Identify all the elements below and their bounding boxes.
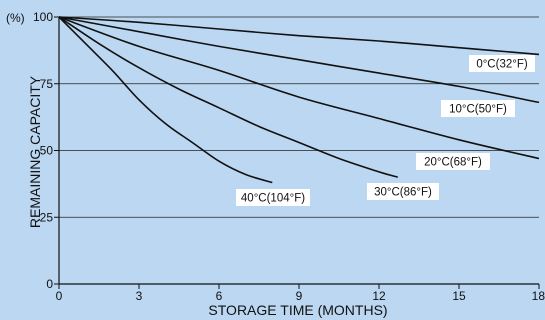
series-line-3 — [58, 16, 398, 178]
y-unit-label: (%) — [6, 11, 25, 25]
y-axis-title: REMAINING CAPACITY — [27, 75, 43, 228]
series-labels: 0°C(32°F) 10°C(50°F) 20°C(68°F) 30°C(86°F) 4… — [236, 55, 535, 206]
y-tick-label-50: 50 — [40, 144, 54, 158]
series-label-2: 20°C(68°F) — [424, 157, 482, 169]
tick-labels: 0 25 50 75 100 0 3 6 9 12 15 18 — [33, 10, 545, 303]
series-label-0: 0°C(32°F) — [476, 59, 528, 71]
series-label-box-2 — [416, 153, 490, 170]
series-line-1 — [58, 16, 540, 104]
x-tick-label-6: 6 — [216, 289, 223, 303]
series-label-box-1 — [441, 100, 515, 117]
series-line-0 — [58, 16, 540, 56]
y-tick-label-100: 100 — [33, 10, 53, 24]
y-tick-label-25: 25 — [40, 210, 54, 224]
series-label-3: 30°C(86°F) — [374, 187, 432, 199]
y-tick-label-75: 75 — [40, 77, 54, 91]
series-label-box-4 — [236, 189, 310, 206]
series-label-1: 10°C(50°F) — [449, 104, 507, 116]
series-label-4: 40°C(104°F) — [241, 193, 305, 205]
x-tick-label-3: 3 — [136, 289, 143, 303]
series-line-4 — [58, 16, 273, 184]
y-tick-label-0: 0 — [46, 277, 53, 291]
x-tick-label-15: 15 — [452, 289, 466, 303]
series-lines — [58, 16, 540, 184]
series-line-2 — [58, 16, 540, 160]
axes — [54, 16, 540, 289]
x-tick-label-12: 12 — [372, 289, 386, 303]
series-label-box-0 — [469, 55, 535, 72]
x-tick-label-18: 18 — [532, 289, 545, 303]
x-tick-label-9: 9 — [296, 289, 303, 303]
x-axis-title: STORAGE TIME (MONTHS) — [208, 302, 387, 318]
x-tick-label-0: 0 — [56, 289, 63, 303]
series-label-box-3 — [367, 183, 439, 200]
grid-lines — [59, 16, 539, 218]
